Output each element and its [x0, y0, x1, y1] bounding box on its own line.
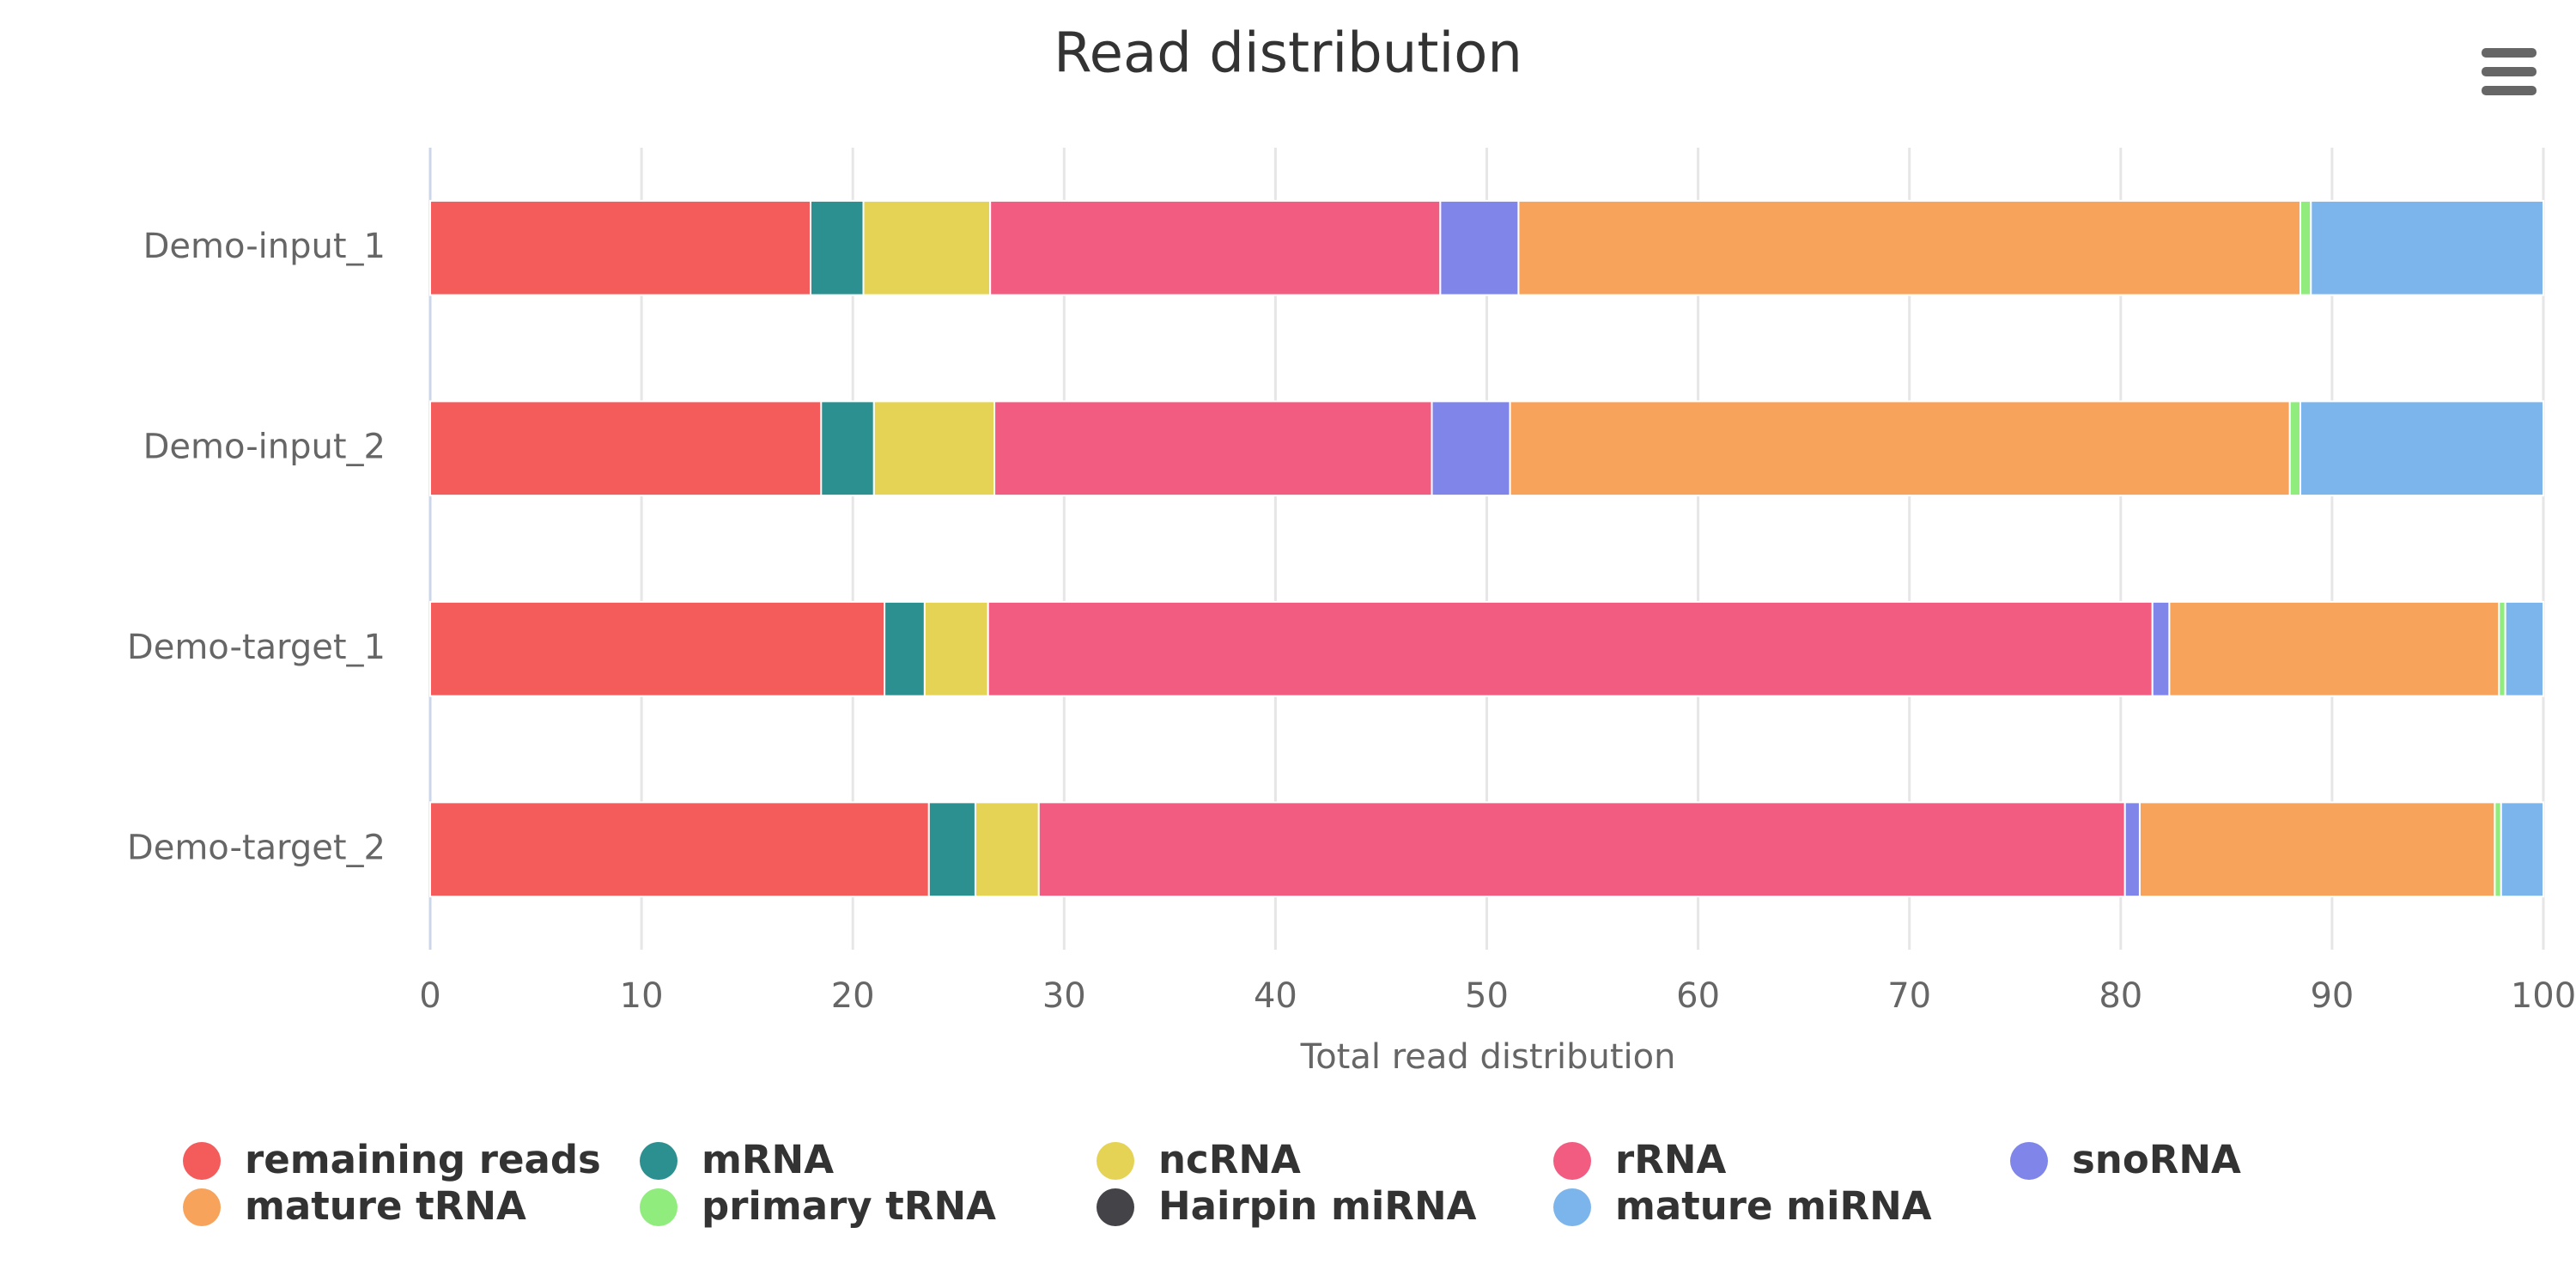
bar-segment — [2494, 801, 2502, 898]
bar-segment — [2168, 600, 2500, 697]
bar-segment — [2288, 400, 2301, 497]
bar-segment — [1439, 199, 1520, 296]
menu-bar[interactable] — [2482, 67, 2537, 76]
menu-bar[interactable] — [2482, 48, 2537, 58]
bar-segment — [2138, 801, 2496, 898]
legend-marker — [640, 1142, 677, 1180]
bar-segment — [2299, 400, 2545, 497]
x-tick-label: 90 — [2310, 976, 2354, 1016]
bar-segment — [1431, 400, 1511, 497]
bar-segment — [923, 600, 989, 697]
bar-segment — [987, 600, 2154, 697]
x-tick-label: 30 — [1042, 976, 1086, 1016]
legend-label: mature tRNA — [245, 1183, 526, 1229]
x-tick-label: 40 — [1254, 976, 1297, 1016]
x-tick-label: 20 — [831, 976, 875, 1016]
bar-segment — [927, 801, 976, 898]
bar-segment — [2123, 801, 2141, 898]
bar-segment — [2310, 199, 2545, 296]
legend-label: rRNA — [1615, 1137, 1727, 1182]
x-tick-label: 0 — [419, 976, 440, 1016]
legend-marker — [640, 1188, 677, 1226]
legend-label: mRNA — [702, 1137, 834, 1182]
legend-marker — [183, 1188, 221, 1226]
legend-label: ncRNA — [1158, 1137, 1301, 1182]
bar-segment — [2299, 199, 2312, 296]
x-tick-label: 100 — [2511, 976, 2576, 1016]
bar-segment — [2504, 600, 2544, 697]
menu-bar[interactable] — [2482, 86, 2537, 95]
legend-marker — [1553, 1188, 1591, 1226]
y-tick-label: Demo-target_1 — [127, 628, 386, 667]
legend-label: primary tRNA — [702, 1183, 996, 1229]
bar-segment — [820, 400, 875, 497]
bar-segment — [993, 400, 1433, 497]
bar-segment — [429, 199, 811, 296]
bar-segment — [989, 199, 1442, 296]
legend-marker — [2010, 1142, 2048, 1180]
legend-marker — [1553, 1142, 1591, 1180]
x-axis-label: Total read distribution — [1300, 1037, 1676, 1077]
y-tick-label: Demo-input_2 — [143, 427, 386, 466]
bar-segment — [1517, 199, 2301, 296]
bar-segment — [974, 801, 1040, 898]
bar-segment — [1037, 801, 2126, 898]
x-tick-label: 80 — [2099, 976, 2142, 1016]
x-tick-label: 70 — [1887, 976, 1931, 1016]
chart-title: Read distribution — [1054, 22, 1522, 86]
legend-label: Hairpin miRNA — [1158, 1183, 1477, 1229]
x-tick-label: 50 — [1465, 976, 1509, 1016]
legend-marker — [1097, 1188, 1134, 1226]
bar-segment — [862, 199, 992, 296]
bar-segment — [2498, 600, 2506, 697]
y-tick-label: Demo-input_1 — [143, 227, 386, 266]
legend-marker — [183, 1142, 221, 1180]
legend-label: mature miRNA — [1615, 1183, 1932, 1229]
bar-segment — [429, 400, 823, 497]
legend-label: remaining reads — [245, 1137, 601, 1182]
bar-segment — [872, 400, 996, 497]
y-tick-label: Demo-target_2 — [127, 828, 386, 867]
legend-marker — [1097, 1142, 1134, 1180]
bar-segment — [884, 600, 926, 697]
x-tick-label: 10 — [620, 976, 664, 1016]
bar-segment — [2151, 600, 2171, 697]
x-tick-label: 60 — [1676, 976, 1720, 1016]
bar-segment — [429, 600, 886, 697]
menu-button[interactable] — [2482, 48, 2537, 95]
bar-segment — [809, 199, 865, 296]
bar-segment — [1509, 400, 2291, 497]
bar-segment — [2500, 801, 2545, 898]
legend-label: snoRNA — [2072, 1137, 2241, 1182]
bar-segment — [429, 801, 930, 898]
